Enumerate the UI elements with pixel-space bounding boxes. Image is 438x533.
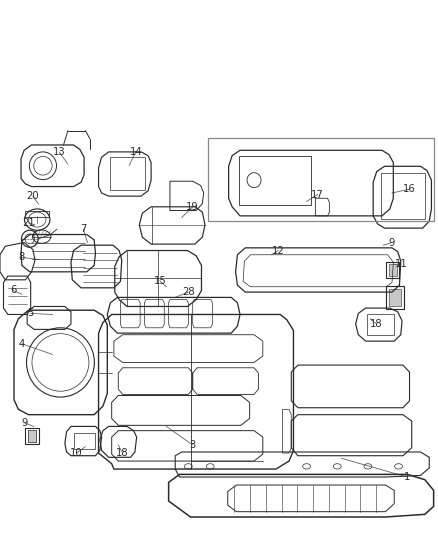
Text: 9: 9	[21, 418, 27, 427]
Text: 21: 21	[22, 218, 35, 228]
Bar	[28, 430, 36, 442]
Text: 6: 6	[10, 286, 16, 295]
Bar	[389, 264, 397, 276]
Text: 7: 7	[80, 224, 86, 234]
Text: 16: 16	[403, 184, 416, 194]
Text: 18: 18	[117, 448, 129, 458]
Text: 19: 19	[186, 202, 199, 212]
Text: 20: 20	[27, 191, 39, 201]
Bar	[386, 286, 404, 309]
Text: 12: 12	[272, 246, 285, 255]
Text: 4: 4	[19, 339, 25, 349]
Text: 9: 9	[389, 238, 395, 247]
Bar	[239, 156, 311, 205]
Bar	[386, 262, 399, 278]
Text: 13: 13	[53, 147, 65, 157]
Text: 3: 3	[190, 440, 196, 450]
Text: 28: 28	[182, 287, 194, 297]
Bar	[110, 157, 145, 190]
Bar	[74, 433, 95, 449]
Text: 8: 8	[19, 253, 25, 262]
Bar	[28, 430, 36, 442]
Text: 10: 10	[71, 448, 83, 458]
Text: 1: 1	[404, 472, 410, 482]
Text: 5: 5	[28, 309, 34, 318]
Text: 11: 11	[394, 259, 407, 269]
Bar	[25, 428, 39, 444]
Bar	[381, 173, 425, 219]
Text: 18: 18	[371, 319, 383, 329]
Text: 15: 15	[153, 276, 166, 286]
Text: 17: 17	[311, 190, 324, 199]
Bar	[389, 289, 401, 306]
Bar	[367, 314, 394, 335]
Text: 14: 14	[130, 147, 142, 157]
